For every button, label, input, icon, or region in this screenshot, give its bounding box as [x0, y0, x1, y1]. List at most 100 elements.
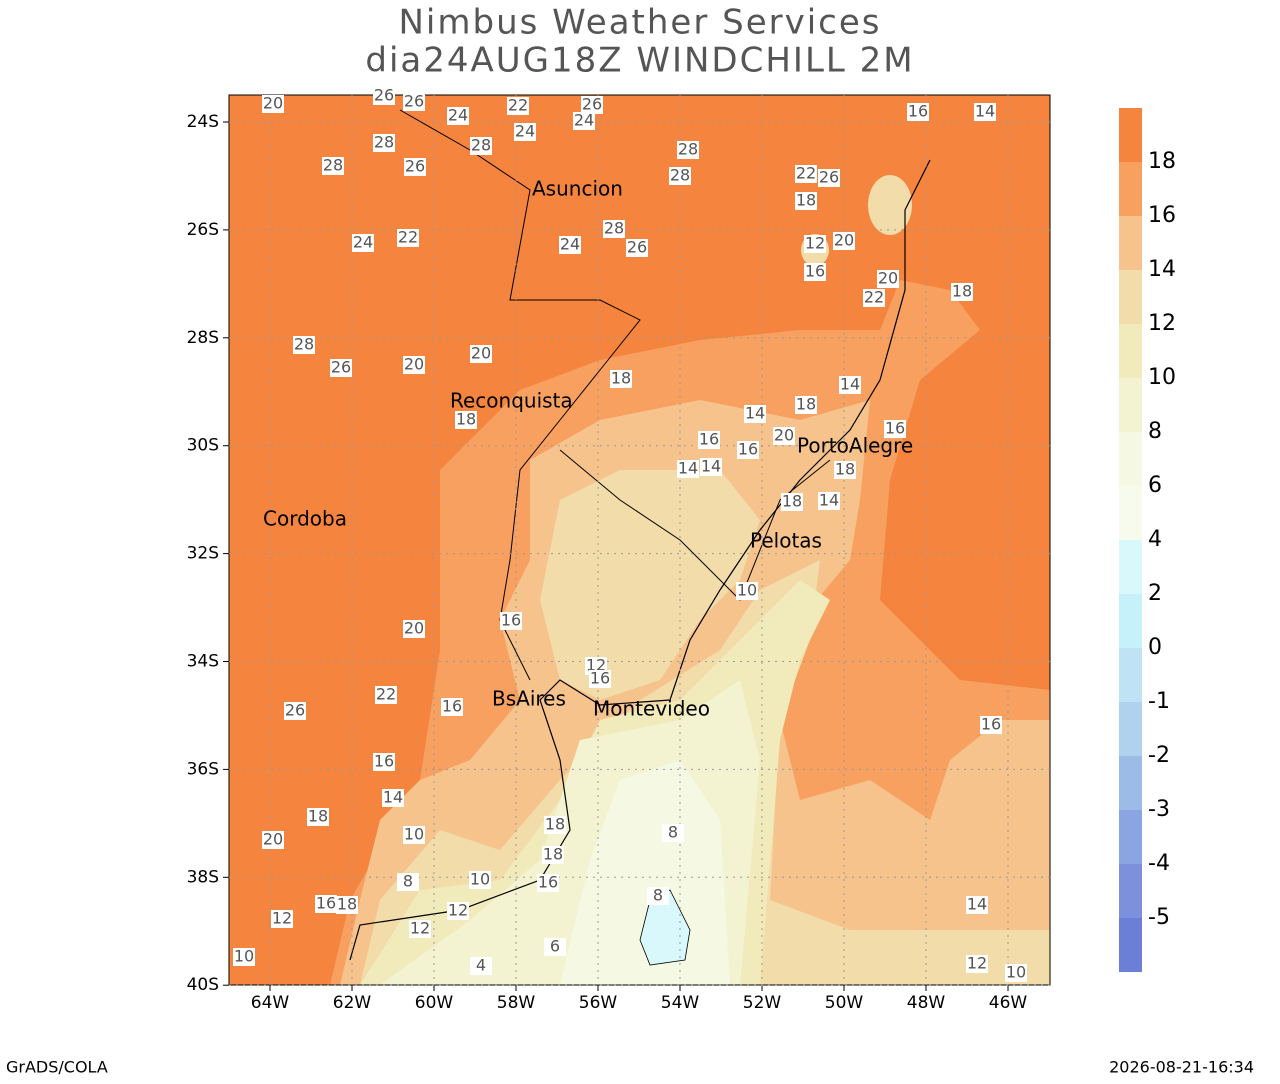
- contour-label-box: [980, 716, 1002, 734]
- colorbar-label: 0: [1148, 635, 1162, 660]
- x-tick-label: 52W: [743, 993, 782, 1013]
- contour-label-box: [795, 165, 817, 183]
- contour-label: 26: [819, 168, 839, 187]
- footer-left: GrADS/COLA: [6, 1058, 108, 1077]
- contour-label-box: [669, 167, 691, 185]
- contour-label: 16: [908, 102, 928, 121]
- x-tick-label: 58W: [497, 993, 536, 1013]
- contour-label-box: [795, 192, 817, 210]
- contour-label-box: [677, 141, 699, 159]
- contour-label-box: [581, 96, 603, 114]
- contour-label-box: [877, 270, 899, 288]
- city-label: Pelotas: [750, 529, 822, 553]
- colorbar-label: 18: [1148, 149, 1176, 174]
- contour-label: 14: [745, 404, 765, 423]
- contour-label-box: [293, 336, 315, 354]
- contour-label-box: [470, 957, 492, 975]
- colorbar-swatch: [1119, 270, 1142, 324]
- contour-label: 20: [878, 269, 898, 288]
- colorbar-swatch: [1119, 486, 1142, 540]
- contour-label: 18: [782, 492, 802, 511]
- contour-label: 20: [404, 619, 424, 638]
- contour-label-box: [404, 158, 426, 176]
- contour-label-box: [373, 753, 395, 771]
- contour-label-box: [966, 896, 988, 914]
- contour-label-box: [271, 910, 293, 928]
- colorbar-label: 2: [1148, 581, 1162, 606]
- contour-label: 8: [403, 872, 413, 891]
- contour-label: 14: [383, 788, 403, 807]
- colorbar-swatch: [1119, 756, 1142, 810]
- contour-label-box: [677, 460, 699, 478]
- contour-label-box: [1005, 964, 1027, 982]
- contour-label: 12: [805, 234, 825, 253]
- contour-label-box: [589, 670, 611, 688]
- y-tick-label: 38S: [187, 867, 219, 887]
- contour-label-box: [610, 370, 632, 388]
- contour-label-box: [544, 938, 566, 956]
- contour-label: 20: [834, 231, 854, 250]
- city-label: BsAires: [492, 687, 566, 711]
- contour-label: 10: [737, 581, 757, 600]
- contour-label: 24: [560, 235, 580, 254]
- contour-label: 16: [981, 715, 1001, 734]
- colorbar-swatch: [1119, 432, 1142, 486]
- contour-label: 18: [337, 895, 357, 914]
- contour-label: 16: [699, 430, 719, 449]
- contour-label-box: [470, 137, 492, 155]
- contour-label: 26: [405, 157, 425, 176]
- colorbar-label: 6: [1148, 473, 1162, 498]
- contour-label-box: [736, 582, 758, 600]
- contour-label: 22: [398, 228, 418, 247]
- contour-label: 14: [840, 375, 860, 394]
- contour-label: 18: [545, 815, 565, 834]
- contour-label-box: [262, 95, 284, 113]
- contour-label-box: [818, 492, 840, 510]
- contour-label-box: [322, 157, 344, 175]
- x-tick-label: 60W: [415, 993, 454, 1013]
- contour-label-box: [537, 874, 559, 892]
- contour-label: 20: [471, 344, 491, 363]
- contour-label: 24: [448, 106, 468, 125]
- subtitle: dia24AUG18Z WINDCHILL 2M: [365, 41, 914, 81]
- city-label: Asuncion: [532, 177, 623, 201]
- x-tick-label: 62W: [333, 993, 372, 1013]
- contour-label: 14: [701, 457, 721, 476]
- contour-label: 16: [738, 440, 758, 459]
- colorbar-label: -2: [1148, 743, 1170, 768]
- contour-label: 26: [285, 701, 305, 720]
- contour-label-box: [781, 493, 803, 511]
- colorbar-label: 16: [1148, 203, 1176, 228]
- contour-label: 24: [574, 111, 594, 130]
- contour-label-box: [544, 816, 566, 834]
- contour-label-box: [951, 283, 973, 301]
- colorbar-label: 8: [1148, 419, 1162, 444]
- contour-label: 28: [294, 335, 314, 354]
- contour-label: 12: [586, 656, 606, 675]
- colorbar-swatch: [1119, 702, 1142, 756]
- contour-label-box: [626, 239, 648, 257]
- contour-label: 14: [819, 491, 839, 510]
- colorbar-swatch: [1119, 648, 1142, 702]
- colorbar-swatch: [1119, 918, 1142, 972]
- contour-label-box: [447, 902, 469, 920]
- contour-label: 18: [611, 369, 631, 388]
- contour-label-box: [573, 112, 595, 130]
- colorbar-swatch: [1119, 324, 1142, 378]
- contour-label: 16: [590, 669, 610, 688]
- colorbar-label: 14: [1148, 257, 1176, 282]
- contour-label: 26: [582, 95, 602, 114]
- contour-label-box: [907, 103, 929, 121]
- contour-label: 4: [476, 956, 486, 975]
- contour-label-box: [375, 686, 397, 704]
- contour-label-box: [700, 458, 722, 476]
- contour-label-box: [284, 702, 306, 720]
- y-tick-label: 24S: [187, 112, 219, 132]
- colorbar-swatch: [1119, 594, 1142, 648]
- contour-label-box: [397, 873, 419, 891]
- contour-label: 22: [796, 164, 816, 183]
- city-label: Montevideo: [593, 697, 710, 721]
- footer-right: 2026-08-21-16:34: [1109, 1058, 1254, 1077]
- y-tick-label: 34S: [187, 652, 219, 672]
